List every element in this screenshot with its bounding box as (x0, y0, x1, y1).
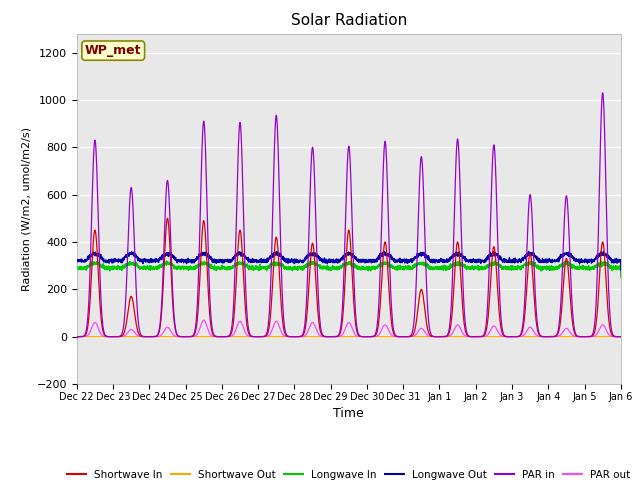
Title: Solar Radiation: Solar Radiation (291, 13, 407, 28)
Legend: Shortwave In, Shortwave Out, Longwave In, Longwave Out, PAR in, PAR out: Shortwave In, Shortwave Out, Longwave In… (63, 465, 635, 480)
Y-axis label: Radiation (W/m2, umol/m2/s): Radiation (W/m2, umol/m2/s) (21, 127, 31, 291)
Text: WP_met: WP_met (85, 44, 141, 57)
X-axis label: Time: Time (333, 407, 364, 420)
